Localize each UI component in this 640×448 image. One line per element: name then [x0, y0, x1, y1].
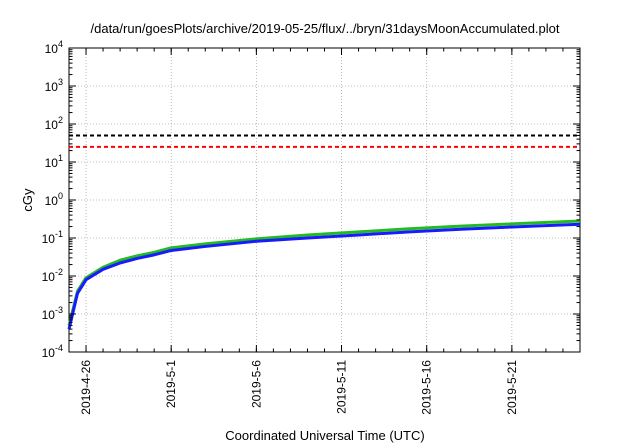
y-tick-label: 104 — [45, 39, 63, 56]
y-tick-label: 103 — [45, 77, 63, 94]
x-axis: 2019-4-26 2019-5-1 2019-5-6 2019-5-11 2019-5… — [68, 48, 581, 415]
y-tick-label: 10-3 — [42, 305, 63, 322]
y-tick-exponent: 1 — [58, 153, 63, 163]
x-tick-label: 2019-5-11 — [335, 360, 349, 414]
series-lines — [67, 219, 581, 330]
y-tick-base: 10 — [42, 232, 56, 246]
y-tick-exponent: 3 — [58, 77, 63, 87]
y-tick-label: 10-1 — [42, 229, 63, 246]
series-line — [67, 222, 581, 330]
y-tick-base: 10 — [42, 346, 56, 360]
y-tick-base: 10 — [45, 42, 59, 56]
series-line — [67, 219, 581, 326]
y-tick-exponent: -1 — [55, 229, 63, 239]
y-tick-base: 10 — [42, 308, 56, 322]
x-tick-label: 2019-5-16 — [420, 360, 434, 415]
y-tick-exponent: -4 — [55, 343, 63, 353]
x-tick-label: 2019-5-6 — [249, 360, 263, 408]
y-axis-label: cGy — [20, 188, 35, 212]
grid — [69, 48, 580, 352]
y-tick-base: 10 — [45, 156, 59, 170]
y-tick-exponent: 0 — [58, 191, 63, 201]
y-tick-label: 10-4 — [42, 343, 63, 360]
reference-lines — [69, 134, 580, 148]
x-tick-label: 2019-5-21 — [505, 360, 519, 415]
y-tick-exponent: 4 — [58, 39, 63, 49]
y-tick-base: 10 — [45, 194, 59, 208]
x-axis-label: Coordinated Universal Time (UTC) — [225, 428, 424, 443]
y-tick-exponent: 2 — [58, 115, 63, 125]
x-tick-label: 2019-5-1 — [164, 360, 178, 408]
y-tick-base: 10 — [42, 270, 56, 284]
x-tick-label: 2019-4-26 — [79, 360, 93, 415]
y-tick-label: 100 — [45, 191, 63, 208]
y-tick-label: 102 — [45, 115, 63, 132]
y-tick-base: 10 — [45, 80, 59, 94]
y-tick-label: 101 — [45, 153, 63, 170]
y-tick-base: 10 — [45, 118, 59, 132]
y-tick-label: 10-2 — [42, 267, 63, 284]
chart-title: /data/run/goesPlots/archive/2019-05-25/f… — [91, 21, 560, 36]
y-tick-exponent: -2 — [55, 267, 63, 277]
y-tick-exponent: -3 — [55, 305, 63, 315]
